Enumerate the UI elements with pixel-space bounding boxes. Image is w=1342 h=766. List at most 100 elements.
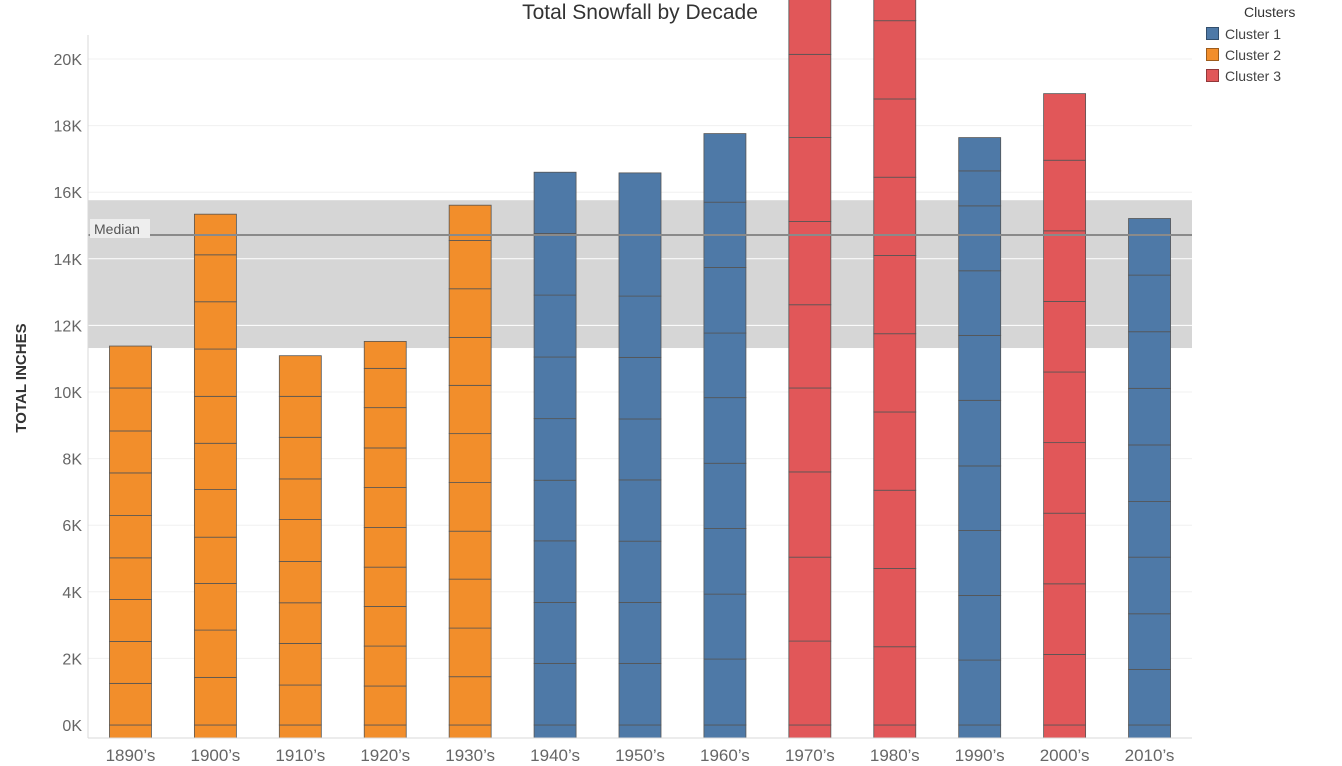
bar-segment[interactable]: [1128, 331, 1171, 389]
bar-segment[interactable]: [278, 561, 322, 604]
bar-segment[interactable]: [958, 170, 1002, 207]
bar-segment[interactable]: [448, 433, 492, 483]
bar-segment[interactable]: [533, 602, 577, 664]
bar-segment[interactable]: [109, 387, 152, 432]
bar-segment[interactable]: [958, 465, 1002, 531]
bar-segment[interactable]: [873, 176, 917, 256]
bar-segment[interactable]: [109, 430, 152, 474]
bar-segment[interactable]: [278, 436, 322, 480]
bar-segment[interactable]: [873, 646, 917, 726]
bar-segment[interactable]: [533, 662, 577, 726]
bar-segment[interactable]: [788, 137, 832, 222]
bar-segment[interactable]: [873, 0, 917, 22]
bar-segment[interactable]: [1043, 159, 1087, 232]
bar-segment[interactable]: [703, 528, 747, 595]
bar-segment[interactable]: [618, 602, 662, 664]
bar-segment[interactable]: [363, 447, 407, 488]
bar-segment[interactable]: [788, 640, 832, 726]
bar-segment[interactable]: [618, 172, 662, 236]
bar-segment[interactable]: [193, 254, 237, 303]
bar-segment[interactable]: [1043, 442, 1087, 514]
bar-segment[interactable]: [873, 98, 917, 178]
bar-segment[interactable]: [1128, 274, 1171, 333]
bar-segment[interactable]: [109, 557, 152, 600]
bar-segment[interactable]: [1128, 218, 1171, 276]
bar-segment[interactable]: [1128, 668, 1171, 726]
bar-2000-s[interactable]: [1043, 93, 1087, 739]
bar-segment[interactable]: [618, 234, 662, 297]
bar-segment[interactable]: [533, 418, 577, 481]
bar-segment[interactable]: [278, 643, 322, 686]
bar-segment[interactable]: [618, 479, 662, 542]
bar-1980-s[interactable]: [873, 0, 917, 739]
bar-1950-s[interactable]: [618, 172, 662, 739]
bar-segment[interactable]: [448, 676, 492, 726]
bar-segment[interactable]: [788, 0, 832, 55]
bar-segment[interactable]: [109, 682, 152, 726]
bar-segment[interactable]: [873, 20, 917, 100]
bar-1930-s[interactable]: [448, 204, 492, 739]
bar-segment[interactable]: [363, 367, 407, 409]
bar-segment[interactable]: [193, 629, 237, 678]
bar-segment[interactable]: [193, 442, 237, 490]
bar-segment[interactable]: [618, 418, 662, 481]
bar-segment[interactable]: [703, 462, 747, 529]
bar-segment[interactable]: [363, 645, 407, 687]
bar-segment[interactable]: [278, 519, 322, 562]
bar-segment[interactable]: [958, 530, 1002, 596]
bar-segment[interactable]: [703, 658, 747, 726]
bar-segment[interactable]: [109, 515, 152, 559]
bar-segment[interactable]: [873, 568, 917, 648]
bar-segment[interactable]: [703, 593, 747, 660]
bar-segment[interactable]: [873, 255, 917, 335]
bar-segment[interactable]: [1128, 556, 1171, 615]
bar-segment[interactable]: [193, 676, 237, 726]
bar-segment[interactable]: [788, 387, 832, 473]
bar-1990-s[interactable]: [958, 137, 1002, 739]
bar-segment[interactable]: [958, 595, 1002, 661]
bar-2010-s[interactable]: [1128, 218, 1171, 739]
bar-segment[interactable]: [533, 233, 577, 296]
bar-segment[interactable]: [618, 295, 662, 358]
bar-segment[interactable]: [873, 333, 917, 413]
bar-segment[interactable]: [278, 684, 322, 726]
bar-segment[interactable]: [1043, 371, 1087, 444]
legend-item-cluster-2[interactable]: Cluster 2: [1206, 44, 1336, 65]
legend-item-cluster-1[interactable]: Cluster 1: [1206, 23, 1336, 44]
bar-segment[interactable]: [363, 527, 407, 568]
bar-segment[interactable]: [618, 356, 662, 420]
bar-1910-s[interactable]: [278, 355, 322, 739]
bar-segment[interactable]: [788, 53, 832, 138]
bar-segment[interactable]: [958, 399, 1002, 467]
bar-segment[interactable]: [533, 171, 577, 234]
bar-segment[interactable]: [363, 487, 407, 528]
bar-segment[interactable]: [363, 340, 407, 369]
bar-segment[interactable]: [873, 411, 917, 491]
bar-segment[interactable]: [363, 606, 407, 647]
bar-segment[interactable]: [448, 530, 492, 580]
bar-segment[interactable]: [958, 334, 1002, 401]
bar-segment[interactable]: [1043, 93, 1087, 161]
bar-segment[interactable]: [448, 627, 492, 678]
bar-segment[interactable]: [788, 304, 832, 389]
bar-segment[interactable]: [703, 332, 747, 399]
bar-segment[interactable]: [109, 641, 152, 684]
legend-item-cluster-3[interactable]: Cluster 3: [1206, 65, 1336, 86]
bar-segment[interactable]: [278, 478, 322, 520]
bar-segment[interactable]: [618, 662, 662, 726]
bar-1890-s[interactable]: [109, 345, 152, 739]
bar-1940-s[interactable]: [533, 171, 577, 739]
bar-segment[interactable]: [109, 599, 152, 642]
bar-segment[interactable]: [533, 356, 577, 420]
bar-segment[interactable]: [193, 536, 237, 584]
bar-segment[interactable]: [1043, 583, 1087, 655]
bar-segment[interactable]: [363, 407, 407, 449]
bar-1960-s[interactable]: [703, 133, 747, 739]
bar-segment[interactable]: [788, 471, 832, 558]
bar-segment[interactable]: [533, 540, 577, 603]
bar-segment[interactable]: [1128, 444, 1171, 502]
bar-segment[interactable]: [533, 479, 577, 542]
bar-segment[interactable]: [363, 685, 407, 726]
bar-segment[interactable]: [533, 294, 577, 358]
bar-segment[interactable]: [448, 288, 492, 338]
